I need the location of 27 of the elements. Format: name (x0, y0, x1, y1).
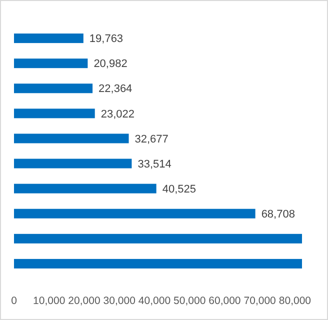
data-label: 23,022 (100, 108, 135, 120)
x-tick-label: 0 (11, 295, 18, 307)
bar (14, 208, 256, 218)
data-label: 22,364 (98, 83, 132, 96)
x-tick-label: 80,000 (278, 295, 312, 307)
data-label: 19,763 (89, 33, 124, 46)
x-tick-label: 10,000 (33, 295, 66, 307)
bar (14, 258, 302, 268)
bar (14, 58, 88, 68)
bar (14, 108, 95, 118)
bar (14, 134, 129, 144)
x-tick-label: 30,000 (103, 295, 136, 307)
x-tick-label: 50,000 (174, 295, 206, 307)
data-label: 33,514 (138, 158, 172, 170)
x-tick-label: 70,000 (244, 295, 276, 307)
data-label: 32,677 (134, 133, 168, 146)
x-tick-label: 20,000 (68, 295, 100, 307)
bar (14, 84, 93, 94)
bar (14, 184, 156, 194)
x-tick-label: 40,000 (138, 295, 171, 307)
bar (14, 234, 302, 244)
data-label: 20,982 (94, 58, 128, 70)
bar (14, 34, 84, 44)
data-label: 68,708 (261, 208, 295, 220)
data-label: 40,525 (162, 183, 196, 196)
x-tick-label: 60,000 (208, 295, 241, 307)
bar (14, 158, 132, 168)
